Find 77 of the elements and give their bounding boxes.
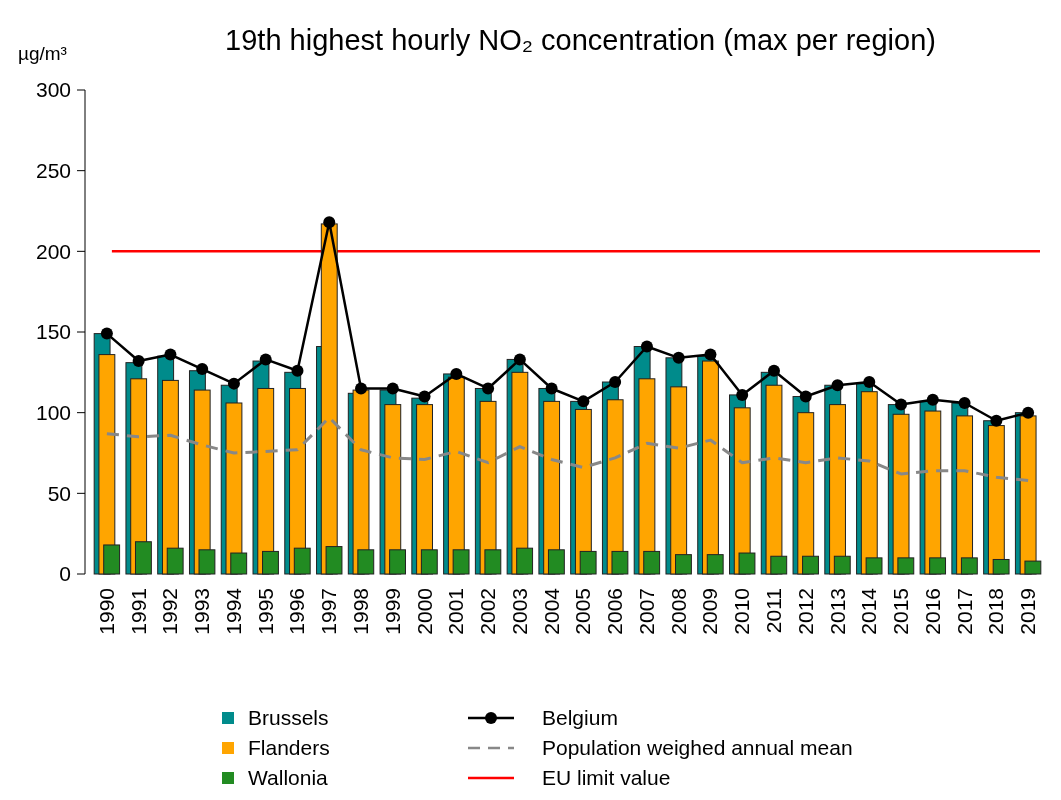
legend-label: EU limit value bbox=[542, 766, 671, 789]
x-tick-label: 1999 bbox=[380, 588, 404, 635]
x-tick-label: 2006 bbox=[603, 588, 627, 635]
x-tick-label: 1990 bbox=[94, 588, 118, 635]
x-tick-label: 1992 bbox=[158, 588, 182, 635]
point bbox=[386, 382, 399, 395]
point bbox=[291, 364, 304, 377]
point bbox=[767, 364, 780, 377]
point bbox=[958, 396, 971, 409]
x-tick-label: 2016 bbox=[920, 588, 944, 635]
x-tick-label: 2018 bbox=[984, 588, 1008, 635]
x-tick-label: 2005 bbox=[571, 588, 595, 635]
point bbox=[640, 340, 653, 353]
x-tick-label: 2002 bbox=[476, 588, 500, 635]
point bbox=[926, 393, 939, 406]
point bbox=[196, 363, 209, 376]
x-tick-label: 2015 bbox=[889, 588, 913, 635]
point bbox=[227, 377, 240, 390]
x-tick-label: 2014 bbox=[857, 587, 881, 635]
point bbox=[323, 216, 336, 229]
legend-label: Population weighed annual mean bbox=[542, 736, 853, 759]
legend-label: Belgium bbox=[542, 706, 618, 729]
bar bbox=[1019, 415, 1037, 575]
x-tick-label: 2007 bbox=[634, 588, 658, 635]
x-tick-label: 1995 bbox=[253, 588, 277, 635]
point bbox=[355, 382, 368, 395]
point bbox=[418, 390, 431, 403]
y-tick-label: 100 bbox=[35, 401, 71, 425]
point bbox=[132, 355, 145, 368]
point bbox=[545, 382, 558, 395]
line-series bbox=[105, 416, 1030, 482]
x-tick-label: 2013 bbox=[825, 588, 849, 635]
x-tick-label: 2012 bbox=[793, 588, 817, 635]
x-tick-label: 2011 bbox=[761, 588, 785, 634]
point bbox=[100, 327, 113, 340]
legend-label: Wallonia bbox=[248, 766, 329, 789]
x-tick-label: 2000 bbox=[412, 588, 436, 635]
point bbox=[513, 353, 526, 366]
x-tick-label: 2004 bbox=[539, 587, 563, 635]
point bbox=[609, 376, 622, 389]
point bbox=[704, 348, 717, 361]
point bbox=[672, 351, 685, 364]
point bbox=[863, 376, 876, 389]
point bbox=[990, 414, 1003, 427]
x-tick-label: 2008 bbox=[666, 588, 690, 635]
point bbox=[482, 382, 495, 395]
x-tick-label: 1997 bbox=[317, 588, 341, 635]
x-tick-label: 2010 bbox=[730, 588, 754, 635]
point bbox=[164, 348, 177, 361]
y-tick-label: 50 bbox=[47, 481, 71, 505]
x-tick-label: 2017 bbox=[952, 588, 976, 635]
x-tick-label: 1998 bbox=[349, 588, 373, 635]
x-tick-label: 1991 bbox=[126, 588, 150, 635]
chart-title: 19th highest hourly NO₂ concentration (max per region) bbox=[225, 24, 936, 56]
x-tick-label: 2009 bbox=[698, 588, 722, 635]
y-axis-title: µg/m³ bbox=[18, 43, 67, 64]
legend-label: Flanders bbox=[248, 736, 330, 759]
y-tick-label: 0 bbox=[59, 562, 71, 586]
y-tick-label: 300 bbox=[35, 78, 71, 102]
point bbox=[1022, 406, 1035, 419]
x-tick-label: 1993 bbox=[190, 588, 214, 635]
x-tick-label: 1994 bbox=[221, 587, 245, 635]
x-tick-label: 1996 bbox=[285, 588, 309, 635]
point bbox=[799, 390, 812, 403]
y-tick-label: 150 bbox=[35, 320, 71, 344]
legend-label: Brussels bbox=[248, 706, 329, 729]
point bbox=[450, 367, 463, 380]
x-tick-label: 2019 bbox=[1016, 588, 1040, 635]
point bbox=[577, 395, 590, 408]
y-tick-label: 250 bbox=[35, 159, 71, 183]
x-tick-label: 2003 bbox=[507, 588, 531, 635]
point bbox=[736, 388, 749, 401]
x-tick-label: 2001 bbox=[444, 588, 468, 635]
point bbox=[259, 353, 272, 366]
y-tick-label: 200 bbox=[35, 239, 71, 263]
point bbox=[831, 379, 844, 392]
point bbox=[895, 398, 908, 411]
